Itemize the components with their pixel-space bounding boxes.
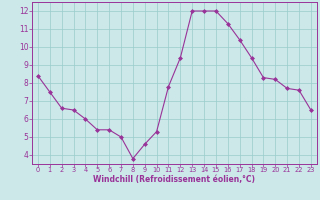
X-axis label: Windchill (Refroidissement éolien,°C): Windchill (Refroidissement éolien,°C) — [93, 175, 255, 184]
